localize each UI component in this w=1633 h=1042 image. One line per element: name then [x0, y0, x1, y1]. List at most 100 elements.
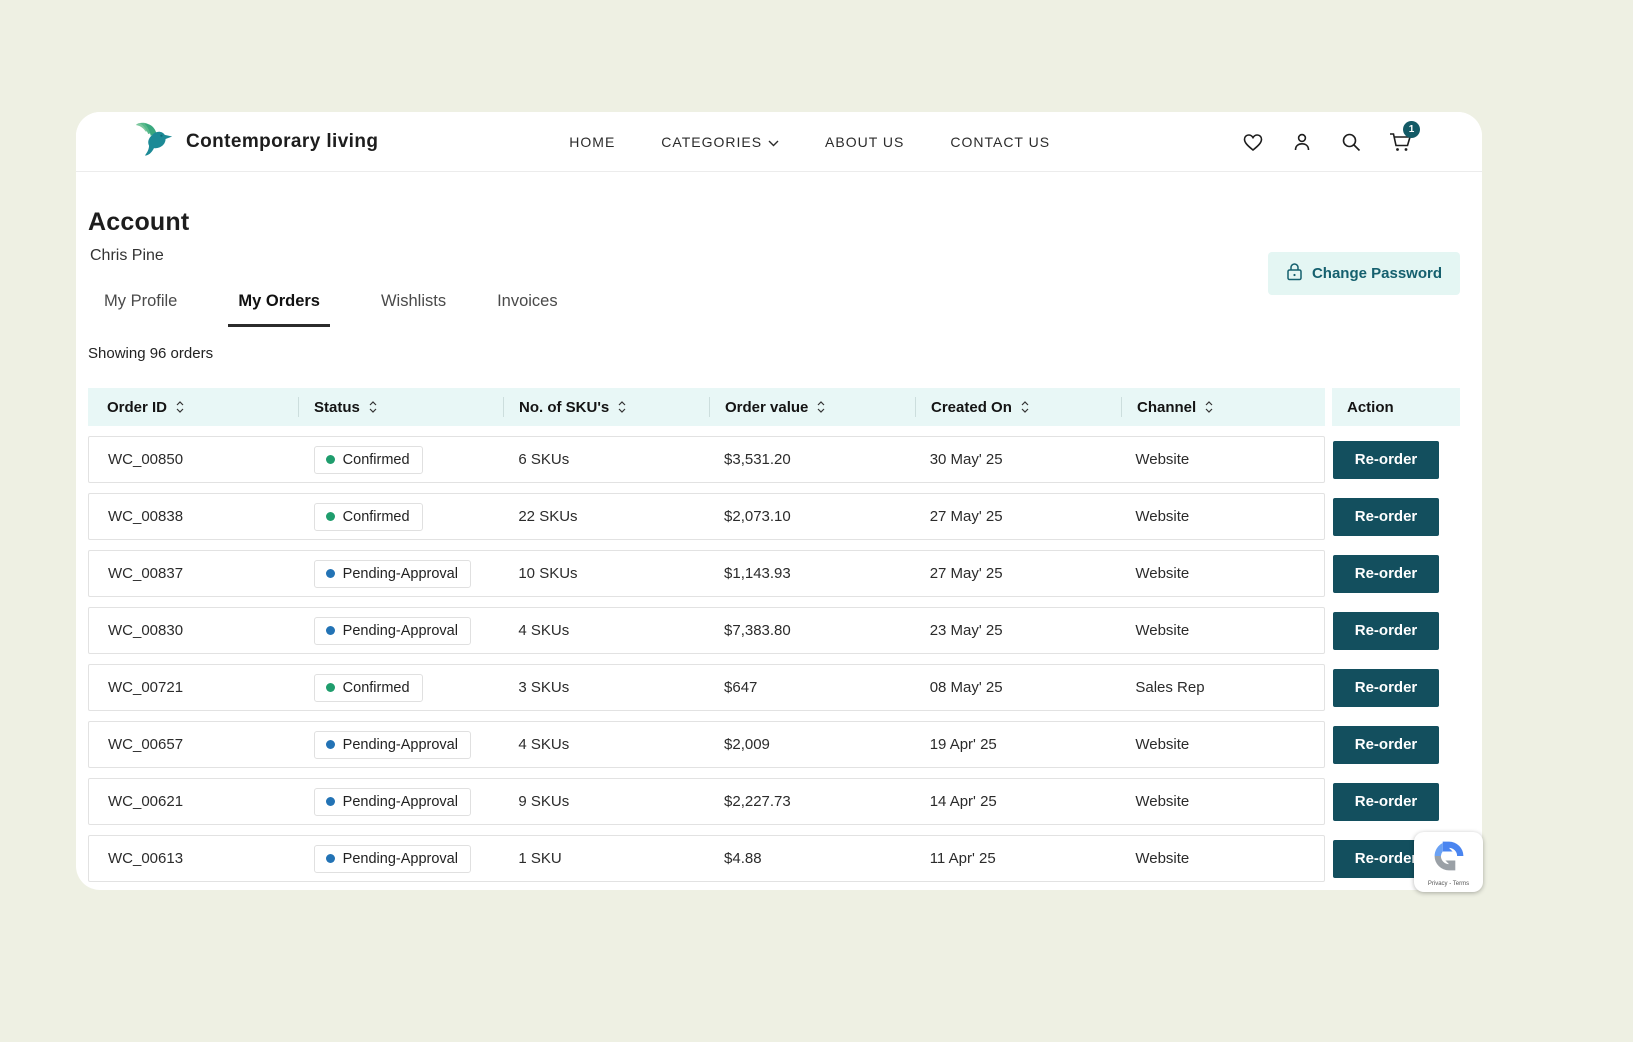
table-row: WC_00657 Pending-Approval 4 SKUs $2,009 …: [88, 721, 1460, 768]
reorder-button[interactable]: Re-order: [1333, 668, 1439, 707]
skus-cell: 22 SKUs: [518, 508, 578, 525]
reorder-button[interactable]: Re-order: [1333, 782, 1439, 821]
chevron-down-icon: [768, 134, 779, 150]
status-dot-icon: [325, 455, 335, 464]
status-cell: Confirmed: [299, 673, 504, 702]
status-dot-icon: [325, 854, 335, 863]
page-title: Account: [88, 208, 190, 236]
order-id-cell: WC_00837: [108, 565, 184, 582]
user-icon[interactable]: [1290, 130, 1314, 154]
heart-icon[interactable]: [1241, 130, 1265, 154]
account-tab[interactable]: My Orders: [228, 292, 330, 327]
sort-icon[interactable]: [1020, 400, 1030, 414]
status-cell: Pending-Approval: [299, 787, 504, 816]
status-label: Confirmed: [342, 679, 410, 696]
column-label: Order value: [725, 398, 809, 416]
account-tab[interactable]: Invoices: [497, 292, 558, 327]
skus-cell: 4 SKUs: [518, 736, 570, 753]
brand-name: Contemporary living: [186, 130, 379, 152]
order-row-card: WC_00850 Confirmed 6 SKUs $3,531.20 30 M…: [88, 436, 1325, 483]
status-badge: Pending-Approval: [313, 616, 471, 645]
nav-link-label: ABOUT US: [825, 133, 905, 150]
table-row: WC_00838 Confirmed 22 SKUs $2,073.10 27 …: [88, 493, 1460, 540]
change-password-button[interactable]: Change Password: [1267, 252, 1460, 295]
table-row: WC_00830 Pending-Approval 4 SKUs $7,383.…: [88, 607, 1460, 654]
order-value-cell: $2,227.73: [724, 793, 791, 810]
action-cell: Re-order: [1332, 664, 1460, 711]
order-value-cell: $7,383.80: [724, 622, 791, 639]
channel-cell: Website: [1135, 508, 1190, 525]
order-id-cell: WC_00613: [108, 850, 184, 867]
brand-logo[interactable]: Contemporary living: [134, 120, 378, 163]
sort-icon[interactable]: [175, 400, 185, 414]
account-tab[interactable]: My Profile: [104, 292, 177, 327]
status-badge: Confirmed: [313, 502, 423, 531]
reorder-button[interactable]: Re-order: [1333, 611, 1439, 650]
column-label: Order ID: [107, 398, 168, 416]
status-badge: Pending-Approval: [313, 559, 471, 588]
sort-icon[interactable]: [816, 400, 826, 414]
table-row: WC_00613 Pending-Approval 1 SKU $4.88 11…: [88, 835, 1460, 882]
table-row: WC_00621 Pending-Approval 9 SKUs $2,227.…: [88, 778, 1460, 825]
column-header-order-id[interactable]: Order ID: [88, 397, 298, 417]
change-password-label: Change Password: [1311, 265, 1442, 282]
status-badge: Pending-Approval: [313, 730, 471, 759]
hummingbird-icon: [134, 120, 174, 163]
status-cell: Pending-Approval: [299, 559, 504, 588]
created-on-cell: 23 May' 25: [929, 622, 1003, 639]
orders-table-body: WC_00850 Confirmed 6 SKUs $3,531.20 30 M…: [88, 436, 1460, 882]
created-on-cell: 14 Apr' 25: [929, 793, 997, 810]
recaptcha-badge[interactable]: Privacy - Terms: [1414, 832, 1483, 892]
account-tabs: My Profile My Orders Wishlists Invoices: [104, 292, 1460, 327]
sort-icon[interactable]: [368, 400, 378, 414]
cart-icon[interactable]: 1: [1388, 120, 1420, 154]
nav-link[interactable]: HOME: [569, 134, 615, 150]
order-value-cell: $647: [724, 679, 758, 696]
reorder-button[interactable]: Re-order: [1333, 725, 1439, 764]
user-name: Chris Pine: [90, 247, 164, 264]
nav-link-label: CATEGORIES: [661, 133, 763, 150]
status-dot-icon: [325, 626, 335, 635]
recaptcha-privacy-terms[interactable]: Privacy - Terms: [1427, 880, 1470, 887]
created-on-cell: 27 May' 25: [929, 508, 1003, 525]
reorder-button[interactable]: Re-order: [1333, 554, 1439, 593]
column-header-skus[interactable]: No. of SKU's: [503, 397, 709, 417]
column-header-channel[interactable]: Channel: [1121, 397, 1325, 417]
status-label: Confirmed: [342, 508, 410, 525]
order-id-cell: WC_00657: [108, 736, 184, 753]
status-label: Pending-Approval: [342, 736, 458, 753]
table-row: WC_00721 Confirmed 3 SKUs $647 08 May' 2…: [88, 664, 1460, 711]
column-label: No. of SKU's: [519, 398, 610, 416]
status-dot-icon: [325, 569, 335, 578]
status-badge: Pending-Approval: [313, 787, 471, 816]
reorder-button[interactable]: Re-order: [1333, 440, 1439, 479]
status-dot-icon: [325, 683, 335, 692]
column-header-order-value[interactable]: Order value: [709, 397, 915, 417]
status-badge: Pending-Approval: [313, 844, 471, 873]
order-value-cell: $3,531.20: [724, 451, 791, 468]
orders-table-header: Order ID Status No. of SKU's Order value…: [88, 388, 1460, 426]
created-on-cell: 19 Apr' 25: [929, 736, 997, 753]
nav-link[interactable]: ABOUT US: [825, 134, 904, 150]
nav-link[interactable]: CONTACT US: [950, 134, 1050, 150]
table-header-main: Order ID Status No. of SKU's Order value…: [88, 388, 1325, 426]
reorder-button[interactable]: Re-order: [1333, 497, 1439, 536]
order-row-card: WC_00613 Pending-Approval 1 SKU $4.88 11…: [88, 835, 1325, 882]
sort-icon[interactable]: [617, 400, 627, 414]
sort-icon[interactable]: [1204, 400, 1214, 414]
search-icon[interactable]: [1339, 130, 1363, 154]
tab-label: Invoices: [497, 292, 558, 310]
channel-cell: Website: [1135, 565, 1190, 582]
status-cell: Pending-Approval: [299, 616, 504, 645]
column-header-created-on[interactable]: Created On: [915, 397, 1121, 417]
order-id-cell: WC_00621: [108, 793, 184, 810]
order-value-cell: $4.88: [724, 850, 762, 867]
account-tab[interactable]: Wishlists: [381, 292, 446, 327]
status-dot-icon: [325, 512, 335, 521]
column-header-status[interactable]: Status: [298, 397, 503, 417]
channel-cell: Website: [1135, 736, 1190, 753]
order-value-cell: $2,009: [724, 736, 770, 753]
header-icons: 1: [1241, 120, 1420, 154]
order-row-card: WC_00838 Confirmed 22 SKUs $2,073.10 27 …: [88, 493, 1325, 540]
nav-link[interactable]: CATEGORIES: [661, 134, 779, 150]
